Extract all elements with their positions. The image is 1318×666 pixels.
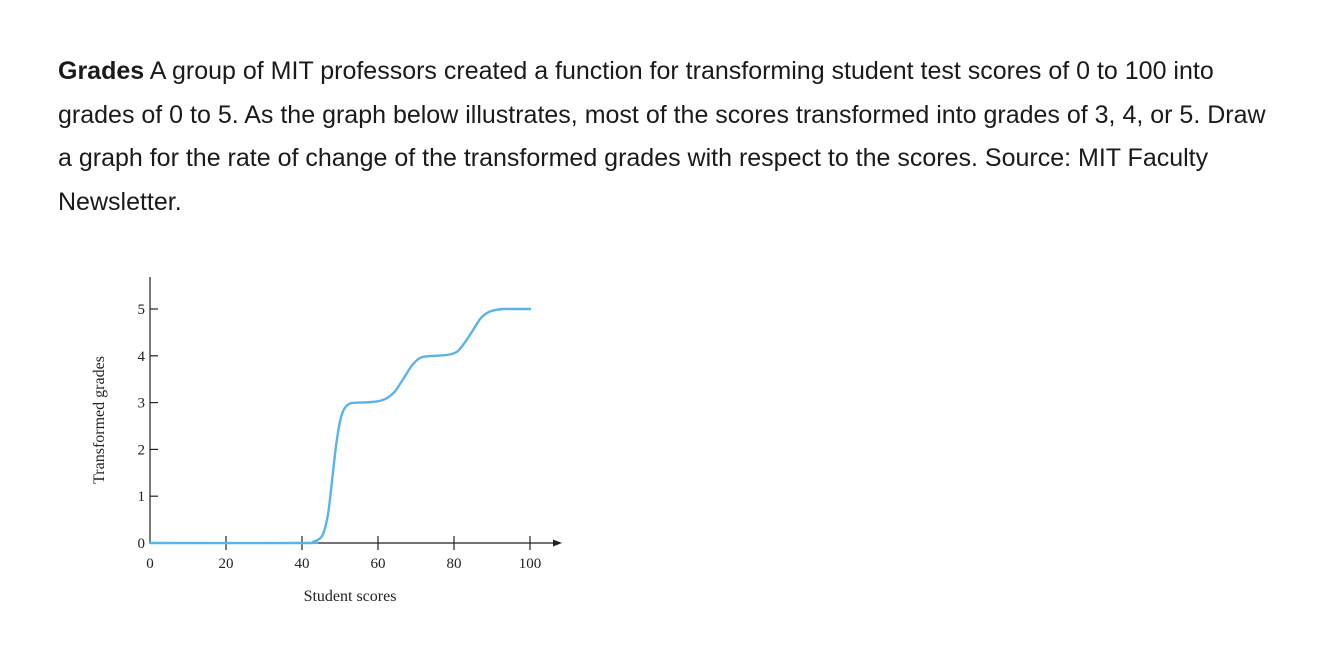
x-tick-label: 20 [219,556,234,572]
x-tick-label: 80 [447,556,462,572]
y-tick-label: 3 [138,396,146,412]
problem-text: A group of MIT professors created a func… [58,57,1266,216]
y-tick-label: 1 [138,489,146,505]
problem-statement: Grades A group of MIT professors created… [58,50,1268,224]
chart-labels: 0 1 2 3 4 5 0 20 40 60 80 100 Student scores Transfor… [91,302,541,605]
x-axis-arrow [553,539,562,547]
chart-axes [149,277,562,550]
x-tick-label: 0 [146,556,154,572]
x-tick-label: 40 [295,556,310,572]
problem-heading: Grades [58,57,145,85]
grade-curve [148,307,532,545]
y-tick-label: 5 [138,302,146,318]
y-tick-label: 4 [138,349,146,365]
y-tick-label: 0 [138,536,146,552]
x-tick-label: 100 [519,556,542,572]
y-axis-label: Transformed grades [91,356,108,484]
y-tick-label: 2 [138,442,146,458]
x-axis-label: Student scores [304,588,397,605]
x-tick-label: 60 [371,556,386,572]
chart-curve-layer [148,307,532,545]
